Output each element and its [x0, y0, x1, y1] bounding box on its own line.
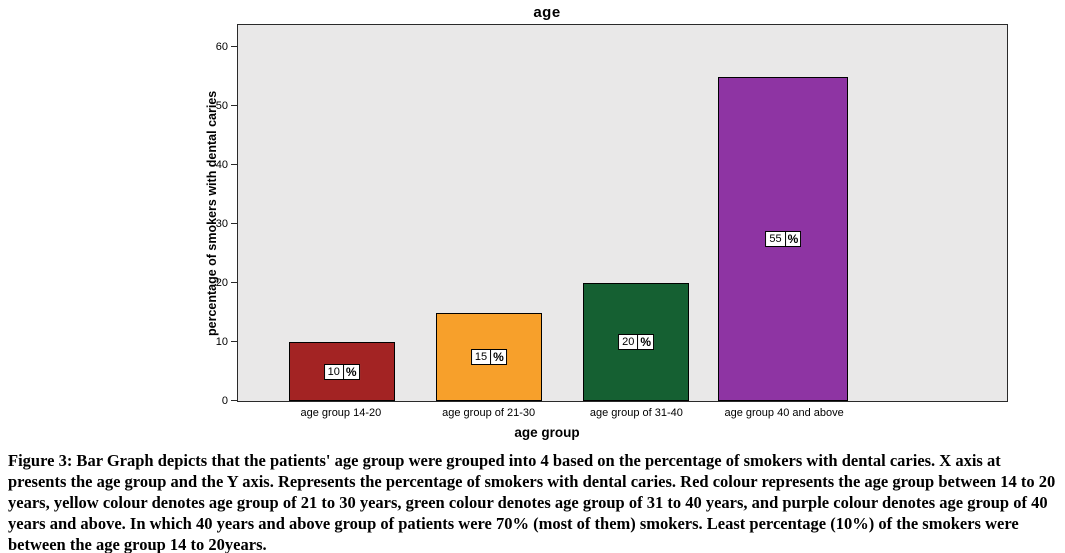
bar-4: 55% [718, 76, 849, 401]
chart-title: age [533, 4, 561, 21]
y-tick-label: 40 [215, 159, 228, 171]
bar-value: 10 [327, 365, 340, 378]
figure-caption: Figure 3: Bar Graph depicts that the pat… [8, 451, 1056, 553]
y-tick-mark [231, 105, 238, 106]
bar-3: 20% [583, 283, 690, 401]
plot-area: 10% 15% 20% 55% 0 10 20 30 40 50 60 [216, 24, 1008, 407]
percent-sign: % [490, 349, 506, 364]
y-tick-mark [231, 46, 238, 47]
x-tick-label: age group of 31-40 [589, 407, 683, 419]
bar-value-label: 15% [470, 348, 507, 365]
percent-sign: % [784, 231, 801, 246]
bars-row: 10% 15% 20% 55% [238, 25, 1007, 401]
bar-value-label: 55% [765, 230, 802, 247]
bar-slot: 20% [563, 25, 710, 401]
y-tick-mark [231, 341, 238, 342]
percent-sign: % [342, 364, 359, 379]
x-axis-title: age group [514, 425, 580, 440]
x-tick-label: age group of 21-30 [442, 407, 536, 419]
y-tick-mark [231, 164, 238, 165]
percent-sign: % [637, 335, 653, 349]
y-tick-label: 10 [215, 336, 228, 348]
y-tick-mark [231, 400, 238, 401]
y-tick-label: 20 [215, 277, 228, 289]
bar-value: 15 [474, 350, 488, 363]
bar-slot: 55% [710, 25, 857, 401]
bar-value: 20 [622, 336, 635, 348]
bar-slot: 15% [415, 25, 562, 401]
bar-chart: age percentage of smokers with dental ca… [205, 4, 1008, 440]
bar-value-label: 10% [323, 363, 360, 380]
bar-value-label: 20% [618, 334, 655, 350]
bar-value: 55 [769, 232, 782, 245]
bar-1: 10% [288, 342, 395, 401]
y-tick-label: 50 [215, 100, 228, 112]
x-tick-label: age group 40 and above [724, 407, 844, 419]
y-tick-label: 0 [221, 395, 228, 407]
y-tick-label: 60 [215, 41, 228, 53]
y-tick-mark [231, 223, 238, 224]
bar-slot: 10% [268, 25, 415, 401]
bar-2: 15% [435, 312, 542, 401]
y-tick-mark [231, 282, 238, 283]
y-tick-label: 30 [215, 218, 228, 230]
x-tick-label: age group 14-20 [300, 407, 382, 419]
x-labels-row: age group 14-20 age group of 21-30 age gro… [237, 407, 1008, 419]
